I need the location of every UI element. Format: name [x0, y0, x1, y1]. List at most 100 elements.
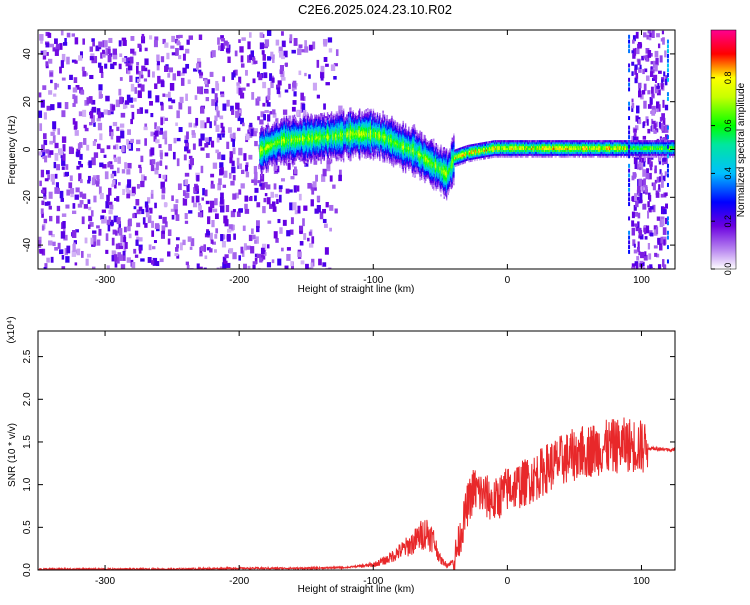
spectrogram-cell [211, 50, 216, 58]
spectrogram-cell [183, 154, 187, 161]
spectrogram-cell [268, 151, 271, 154]
spectrogram-cell [100, 52, 103, 59]
spectrogram-cell [182, 239, 186, 246]
spectrogram-cell [355, 154, 357, 157]
spectrogram-cell [631, 211, 635, 219]
spectrogram-cell [648, 230, 653, 234]
spectrogram-cell [119, 123, 125, 128]
spectrogram-cell [152, 246, 156, 250]
spectrogram-cell [266, 262, 272, 268]
spectrogram-cell [242, 122, 245, 127]
spectrogram-cell [269, 151, 272, 154]
spectrogram-cell [649, 194, 652, 202]
spectrogram-cell [75, 84, 80, 90]
spectrogram-cell [112, 179, 116, 185]
spectrogram-cell [290, 217, 294, 225]
spectrogram-cell [264, 141, 266, 145]
spectrogram-cell [99, 162, 104, 168]
spectrogram-cell [263, 144, 265, 147]
spectrogram-cell [261, 140, 264, 143]
spectrogram-cell [175, 199, 179, 204]
spectrogram-cell [264, 147, 266, 150]
spectrogram-cell [658, 161, 662, 165]
spectrogram-cell [138, 237, 143, 242]
spectrogram-cell [133, 212, 137, 219]
spectrogram-cell [286, 247, 291, 251]
spectrogram-cell [372, 110, 375, 113]
spectrogram-cell [68, 146, 73, 155]
spectrogram-cell [263, 136, 265, 139]
spectrogram-cell [270, 143, 272, 146]
spectrogram-cell [266, 144, 268, 147]
spectrogram-cell [260, 148, 263, 152]
spectrogram-cell [124, 105, 128, 109]
spectrogram-cell [156, 63, 160, 71]
spectrogram-cell [264, 136, 266, 139]
spectrogram-cell [54, 82, 57, 90]
spectrogram-cell [123, 236, 127, 243]
spectrogram-cell [361, 153, 363, 156]
spectrogram-cell [254, 257, 258, 264]
spectrogram-cell [230, 210, 236, 218]
spectrogram-cell [370, 114, 372, 117]
spectrogram-cell [59, 190, 64, 199]
spectrogram-cell [261, 169, 264, 172]
spectrogram-cell [259, 137, 261, 141]
spectrogram-cell [631, 105, 634, 112]
spectrogram-cell [265, 147, 268, 151]
spectrogram-cell [110, 63, 115, 70]
spectrogram-cell [312, 181, 317, 188]
spectrogram-cell [636, 256, 640, 261]
spectrogram-cell [262, 146, 264, 149]
spectrogram-cell [262, 161, 264, 164]
spectrogram-cell [254, 240, 257, 244]
spectrogram-cell [278, 185, 283, 190]
spectrogram-cell [342, 160, 345, 163]
spectrogram-cell [260, 158, 263, 161]
spectrogram-cell [107, 109, 111, 116]
spectrogram-cell [654, 179, 657, 184]
spectrogram-cell [214, 102, 218, 111]
spectrogram-cell [644, 225, 647, 231]
spectrogram-cell [155, 139, 160, 144]
spectrogram-cell [260, 160, 262, 163]
spectrogram-cell [227, 228, 232, 233]
spectrogram-cell [127, 162, 132, 169]
spectrogram-cell [253, 177, 258, 186]
spectrogram-cell [334, 208, 338, 214]
spectrogram-cell [342, 154, 345, 157]
spectrogram-cell [56, 164, 60, 171]
spectrogram-cell [248, 32, 252, 38]
spectrogram-cell [222, 103, 227, 111]
spectrogram-cell [160, 230, 165, 239]
spectrogram-cell [61, 213, 67, 217]
spectrogram-cell [268, 128, 271, 131]
spectrogram-cell [269, 134, 272, 137]
spectrogram-cell [92, 175, 97, 180]
spectrogram-cell [88, 96, 93, 104]
spectrogram-cell [359, 112, 361, 115]
spectrogram-cell [118, 40, 122, 47]
spectrogram-cell [204, 81, 209, 88]
spectrogram-cell [214, 198, 218, 206]
spectrogram-cell [158, 144, 162, 149]
spectrogram-cell [100, 215, 105, 220]
spectrogram-cell [170, 45, 175, 49]
spectrogram-cell [171, 195, 174, 202]
spectrogram-cell [268, 160, 271, 164]
spectrogram-cell [39, 123, 43, 132]
spectrogram-cell [665, 203, 668, 209]
spectrogram-cell [300, 92, 304, 101]
spectrogram-cell [105, 47, 109, 56]
spectrogram-cell [270, 147, 272, 150]
spectrogram-cell [645, 173, 650, 180]
spectrogram-cell [40, 208, 44, 214]
spectrogram-cell [56, 215, 60, 224]
spectrogram-cell [102, 164, 107, 169]
spectrogram-cell [270, 131, 272, 134]
spectrogram-cell [264, 161, 266, 164]
spectrogram-cell [268, 162, 271, 166]
spectrogram-cell [62, 144, 66, 152]
spectrogram-cell [65, 204, 70, 209]
